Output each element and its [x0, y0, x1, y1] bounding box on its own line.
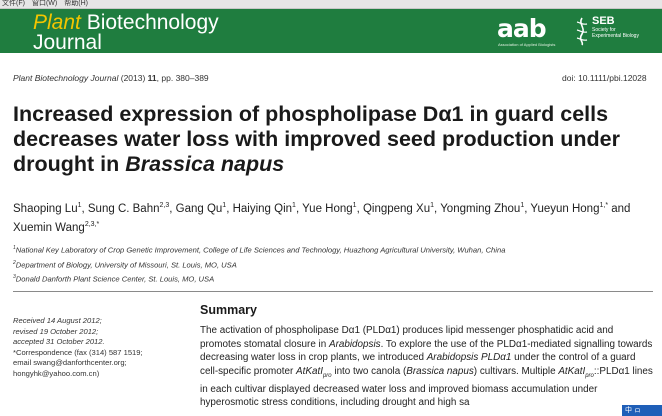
email-line-1[interactable]: email swang@danforthcenter.org; — [13, 358, 127, 367]
seb-emblem-icon — [576, 17, 588, 46]
author-name[interactable]: Haiying Qin — [232, 202, 293, 215]
summary-segment: into two canola ( — [331, 365, 407, 377]
citation-journal: Plant Biotechnology Journal — [13, 73, 119, 83]
doi-link[interactable]: doi: 10.1111/pbi.12028 — [562, 73, 647, 83]
article-title: Increased expression of phospholipase Dα… — [13, 102, 653, 177]
author-name[interactable]: Xuemin Wang — [13, 221, 85, 234]
summary-segment: ) cultivars. Multiple — [473, 365, 559, 377]
summary-em: Arabidopsis PLDα1 — [426, 352, 512, 363]
journal-word-biotechnology: Biotechnology — [80, 11, 219, 34]
summary-em: AtKatI — [558, 365, 586, 377]
author-name[interactable]: Qingpeng Xu — [362, 202, 431, 215]
title-text: Increased expression of phospholipase Dα… — [13, 102, 620, 176]
affiliation-text: Department of Biology, University of Mis… — [15, 260, 237, 270]
aab-subtitle: Association of Applied Biologists — [498, 42, 556, 47]
author-name[interactable]: Gang Qu — [175, 202, 223, 215]
journal-logo: Plant Biotechnology Journal — [33, 11, 219, 54]
author-affil: 1 — [77, 202, 82, 209]
menu-window[interactable]: 窗口(W) — [31, 0, 58, 7]
affiliations: 1National Key Laboratory of Crop Genetic… — [13, 242, 505, 286]
journal-word-plant: Plant — [33, 11, 81, 34]
divider — [13, 291, 653, 292]
author-affil: 2,3 — [159, 202, 170, 209]
journal-banner: Plant Biotechnology Journal aab Associat… — [0, 9, 662, 53]
summary-segment: under the control of a guard cell-specif… — [200, 352, 636, 377]
menu-file[interactable]: 文件(F) — [2, 0, 25, 7]
summary-heading: Summary — [200, 303, 257, 317]
author-affil: 1 — [222, 202, 227, 209]
ime-indicator[interactable]: 中 ㇿ — [622, 405, 662, 416]
summary-segment: ::PLDα1 lines in each cultivar displayed… — [200, 365, 653, 409]
affiliation-text: Donald Danforth Plant Science Center, St… — [15, 274, 215, 284]
author-affil: 1 — [520, 202, 525, 209]
summary-em: Brassica napus — [406, 365, 474, 377]
affiliation-number: 3 — [13, 274, 16, 281]
author-name[interactable]: Shaoping Lu — [13, 202, 78, 215]
summary-segment: The activation of phospholipase Dα1 (PLD… — [200, 325, 614, 350]
aab-logo: aab — [497, 14, 547, 43]
citation-pages: , pp. 380–389 — [156, 73, 209, 83]
seb-line-2: Experimental Biology — [592, 33, 639, 39]
author-name[interactable]: Yongming Zhou — [440, 202, 521, 215]
seb-line-1: Society for — [592, 27, 616, 33]
author-affil: 1 — [430, 202, 434, 209]
summary-sub: pro — [322, 372, 332, 379]
affiliation-item: 1National Key Laboratory of Crop Genetic… — [13, 242, 505, 257]
author-affil: 1 — [292, 202, 296, 209]
affiliation-item: 2Department of Biology, University of Mi… — [13, 257, 505, 272]
affiliation-number: 1 — [13, 245, 16, 251]
citation-year: (2013) — [118, 73, 148, 83]
correspondence: *Correspondence (fax (314) 587 1519; — [13, 347, 143, 357]
journal-word-journal: Journal — [33, 31, 102, 54]
author-list: Shaoping Lu1, Sung C. Bahn2,3, Gang Qu1,… — [13, 202, 631, 234]
summary-text: The activation of phospholipase Dα1 (PLD… — [200, 324, 656, 416]
author-name[interactable]: Yue Hong — [302, 202, 353, 215]
seb-logo: SEB Society for Experimental Biology — [592, 15, 639, 39]
affiliation-text: National Key Laboratory of Crop Genetic … — [15, 245, 506, 255]
summary-em: Arabidopsis — [328, 338, 381, 350]
seb-abbr: SEB — [592, 15, 615, 27]
revised-date: revised 19 October 2012; — [13, 326, 99, 336]
article-history: Received 14 August 2012; revised 19 Octo… — [13, 316, 143, 379]
citation-volume: 11 — [147, 73, 157, 83]
author-affil: 1 — [352, 202, 357, 209]
author-name[interactable]: Yueyun Hong — [530, 202, 600, 215]
title-species: Brassica napus — [125, 152, 285, 176]
summary-em: AtKatI — [296, 365, 323, 377]
menu-help[interactable]: 帮助(H) — [64, 0, 88, 7]
author-name[interactable]: Sung C. Bahn — [87, 202, 160, 215]
affiliation-item: 3Donald Danforth Plant Science Center, S… — [13, 271, 505, 286]
menu-bar: 文件(F) 窗口(W) 帮助(H) — [0, 0, 662, 9]
author-affil: 1,* — [599, 202, 609, 209]
author-affil: 2,3,* — [84, 220, 100, 228]
affiliation-number: 2 — [13, 259, 16, 266]
accepted-date: accepted 31 October 2012. — [13, 337, 105, 346]
summary-sub: pro — [585, 372, 594, 379]
journal-citation: Plant Biotechnology Journal (2013) 11, p… — [13, 73, 209, 83]
email-line-2[interactable]: hongyhk@yahoo.com.cn) — [13, 368, 100, 378]
summary-segment: . To explore the use of the PLDα1-mediat… — [200, 338, 653, 364]
received-date: Received 14 August 2012; — [13, 316, 102, 325]
